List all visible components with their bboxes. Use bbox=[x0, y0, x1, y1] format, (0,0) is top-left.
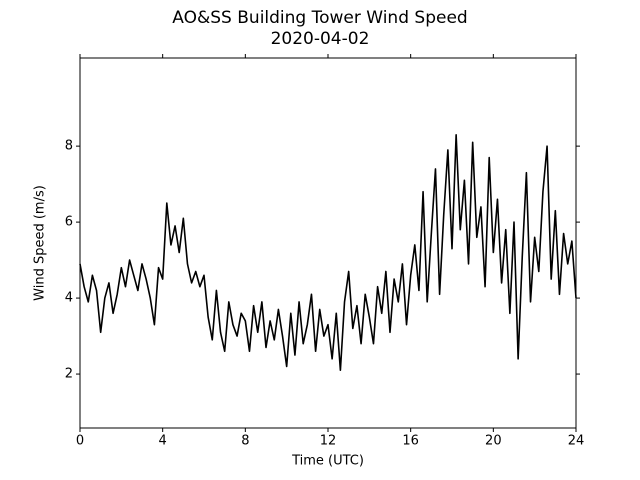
x-tick-label: 24 bbox=[568, 434, 585, 449]
y-axis-label: Wind Speed (m/s) bbox=[33, 185, 48, 301]
line-series bbox=[79, 133, 577, 372]
y-tick-label: 2 bbox=[65, 367, 73, 382]
x-tick-label: 20 bbox=[485, 434, 502, 449]
y-tick-label: 4 bbox=[65, 291, 73, 306]
x-tick-label: 8 bbox=[241, 434, 249, 449]
plot-frame bbox=[79, 57, 577, 429]
y-tick-label: 6 bbox=[65, 215, 73, 230]
chart-title: AO&SS Building Tower Wind Speed bbox=[172, 8, 467, 28]
x-axis-label: Time (UTC) bbox=[291, 454, 364, 469]
x-tick-label: 0 bbox=[76, 434, 84, 449]
x-tick-label: 4 bbox=[159, 434, 167, 449]
chart-subtitle: 2020-04-02 bbox=[271, 29, 370, 49]
x-tick-label: 16 bbox=[402, 434, 419, 449]
y-tick-label: 8 bbox=[65, 139, 73, 154]
x-tick-label: 12 bbox=[320, 434, 337, 449]
